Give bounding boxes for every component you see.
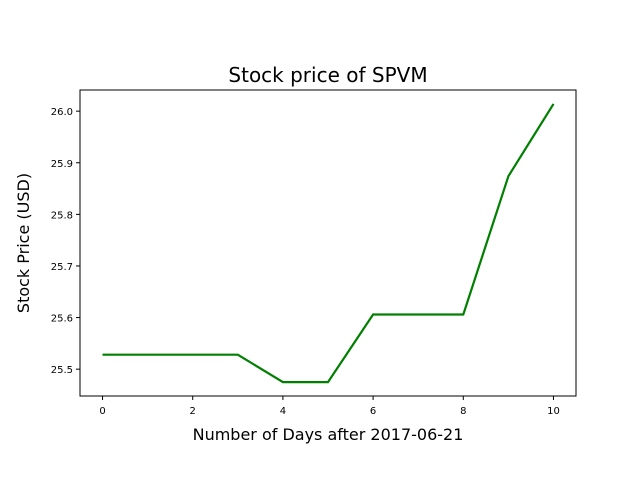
y-tick-label: 25.6 <box>51 314 73 325</box>
plot-area: 0 2 4 6 8 10 25.5 25.6 25.7 25.8 25.9 26.0 <box>51 103 560 417</box>
chart-title: Stock price of SPVM <box>228 63 427 87</box>
y-axis-label: Stock Price (USD) <box>14 173 33 313</box>
y-tick-label: 25.7 <box>51 262 73 273</box>
y-tick-label: 26.0 <box>51 107 73 118</box>
y-tick-label: 25.5 <box>51 365 73 376</box>
x-tick-label: 4 <box>280 406 286 417</box>
x-tick-label: 8 <box>460 406 466 417</box>
x-tick-label: 10 <box>547 406 560 417</box>
y-tick-label: 25.9 <box>51 159 73 170</box>
y-tick-label: 25.8 <box>51 210 73 221</box>
x-tick-label: 2 <box>190 406 196 417</box>
price-line <box>102 103 555 384</box>
x-tick-label: 0 <box>99 406 105 417</box>
x-tick-label: 6 <box>370 406 376 417</box>
plot-frame <box>79 89 577 397</box>
x-axis-label: Number of Days after 2017-06-21 <box>193 425 464 444</box>
